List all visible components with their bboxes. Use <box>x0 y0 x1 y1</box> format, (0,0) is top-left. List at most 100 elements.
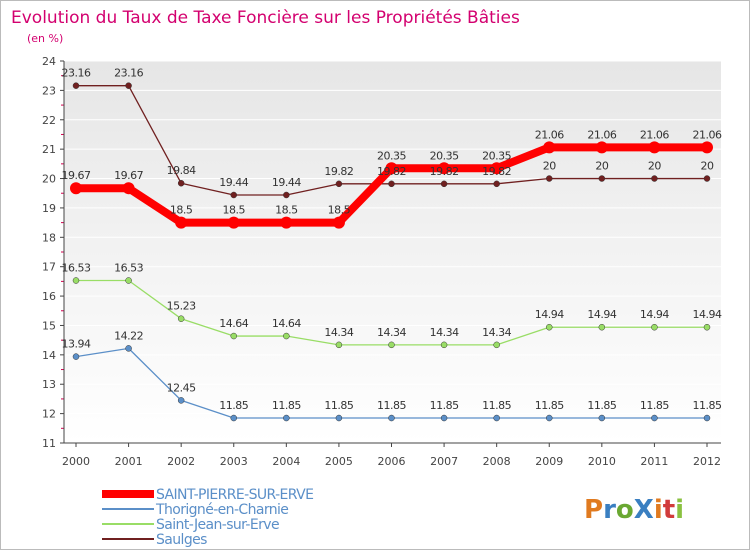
data-label-thorigne: 11.85 <box>430 399 459 412</box>
data-point-saint-jean <box>546 323 553 331</box>
data-point-thorigne <box>493 414 500 422</box>
x-tick-label: 2004 <box>272 455 300 468</box>
data-point-thorigne <box>546 414 553 422</box>
data-label-saint-jean: 14.34 <box>430 326 459 339</box>
x-tick-label: 2008 <box>483 455 511 468</box>
data-point-saint-jean <box>335 341 343 349</box>
data-point-saint-pierre <box>701 141 713 154</box>
data-label-saint-jean: 16.53 <box>62 262 91 275</box>
logo-letter: r <box>603 495 616 525</box>
x-tick-label: 2006 <box>378 455 406 468</box>
data-point-saint-jean <box>283 332 290 340</box>
data-label-saint-pierre: 21.06 <box>640 128 669 141</box>
legend: SAINT-PIERRE-SUR-ERVEThorigné-en-Charnie… <box>102 487 314 548</box>
data-label-saulges: 20 <box>543 160 556 173</box>
data-point-saint-pierre <box>70 182 82 195</box>
data-point-saulges <box>335 180 343 188</box>
data-label-saulges: 19.82 <box>482 165 511 178</box>
data-label-saint-jean: 14.94 <box>640 308 669 321</box>
data-point-thorigne <box>440 414 448 422</box>
data-point-saint-pierre <box>490 162 503 175</box>
data-point-saulges <box>230 191 237 199</box>
data-label-saint-pierre: 20.35 <box>377 149 406 162</box>
data-point-saint-jean <box>125 277 132 284</box>
data-point-thorigne <box>335 414 343 422</box>
data-point-saint-pierre <box>175 216 188 229</box>
data-label-saulges: 20 <box>595 160 608 173</box>
data-label-saulges: 19.84 <box>167 164 196 177</box>
data-point-saint-jean <box>388 341 395 349</box>
y-tick-label: 13 <box>42 378 56 391</box>
plot-area <box>64 61 721 443</box>
logo-letter: P <box>584 495 603 525</box>
data-point-saulges <box>72 82 80 89</box>
x-tick-label: 2005 <box>325 455 353 468</box>
logo-letter: t <box>663 495 675 525</box>
data-point-saint-jean <box>703 323 711 331</box>
data-label-saint-pierre: 21.06 <box>587 128 616 141</box>
data-label-saint-jean: 14.94 <box>587 308 616 321</box>
legend-label-thorigne: Thorigné-en-Charnie <box>155 502 288 518</box>
data-label-saint-jean: 14.64 <box>219 317 248 330</box>
data-label-saint-pierre: 20.35 <box>430 149 459 162</box>
data-label-saint-pierre: 18.5 <box>170 204 193 217</box>
data-label-saint-jean: 15.23 <box>167 300 196 313</box>
data-point-thorigne <box>598 414 606 422</box>
data-label-thorigne: 11.85 <box>587 399 616 412</box>
y-tick-label: 21 <box>42 143 56 156</box>
data-point-saint-jean <box>598 323 606 331</box>
logo-text: ProXiti <box>584 495 684 525</box>
data-point-saulges <box>546 175 553 182</box>
data-label-saulges: 19.44 <box>219 176 248 189</box>
data-point-saint-jean <box>651 323 658 331</box>
data-labels: 23.16 23.16 19.84 19.44 19.44 19.82 19.82 19.82… <box>62 67 723 412</box>
data-point-saint-jean <box>177 315 185 322</box>
y-tick-label: 23 <box>42 84 56 97</box>
y-tick-label: 24 <box>42 55 56 68</box>
data-point-thorigne <box>72 353 80 360</box>
data-point-saulges <box>598 175 606 182</box>
data-label-thorigne: 11.85 <box>377 399 406 412</box>
data-label-thorigne: 11.85 <box>219 399 248 412</box>
data-point-saulges <box>651 175 658 182</box>
data-label-saint-pierre: 18.5 <box>223 204 246 217</box>
data-point-thorigne <box>177 397 185 404</box>
data-point-saint-pierre <box>332 216 345 229</box>
x-tick-label: 2007 <box>430 455 458 468</box>
data-point-thorigne <box>125 345 132 352</box>
chart-subtitle: (en %) <box>27 32 63 45</box>
logo-letter: i <box>654 495 663 525</box>
data-point-saint-pierre <box>280 216 293 229</box>
data-point-saint-pierre <box>543 141 556 154</box>
data-point-saint-jean <box>440 341 448 349</box>
data-label-saulges: 19.82 <box>324 165 353 178</box>
data-label-saint-jean: 14.94 <box>693 308 722 321</box>
data-label-thorigne: 13.94 <box>62 338 91 351</box>
data-point-saint-pierre <box>385 162 398 175</box>
data-label-saulges: 23.16 <box>62 67 91 80</box>
data-label-saulges: 23.16 <box>114 67 143 80</box>
data-label-thorigne: 11.85 <box>535 399 564 412</box>
data-label-saint-jean: 14.34 <box>377 326 406 339</box>
data-label-saulges: 19.82 <box>430 165 459 178</box>
data-label-saint-pierre: 18.5 <box>275 204 298 217</box>
data-label-saulges: 19.82 <box>377 165 406 178</box>
data-point-saint-pierre <box>648 141 661 154</box>
legend-label-saint-jean: Saint-Jean-sur-Erve <box>156 517 279 533</box>
y-tick-label: 18 <box>42 231 56 244</box>
chart-title: Evolution du Taux de Taxe Foncière sur l… <box>11 8 520 28</box>
data-point-saint-pierre <box>122 182 135 195</box>
data-point-saint-jean <box>230 332 237 340</box>
data-label-saint-jean: 16.53 <box>114 262 143 275</box>
x-tick-label: 2001 <box>115 455 143 468</box>
x-tick-label: 2011 <box>640 455 668 468</box>
data-point-saint-pierre <box>595 141 608 154</box>
y-tick-label: 15 <box>42 319 56 332</box>
logo-letter: o <box>616 495 634 525</box>
data-label-saint-jean: 14.94 <box>535 308 564 321</box>
data-label-saint-jean: 14.34 <box>324 326 353 339</box>
proxiti-logo: ProXiti <box>584 495 684 525</box>
data-point-saulges <box>493 180 500 188</box>
data-label-saint-jean: 14.64 <box>272 317 301 330</box>
data-label-saint-pierre: 21.06 <box>693 128 722 141</box>
